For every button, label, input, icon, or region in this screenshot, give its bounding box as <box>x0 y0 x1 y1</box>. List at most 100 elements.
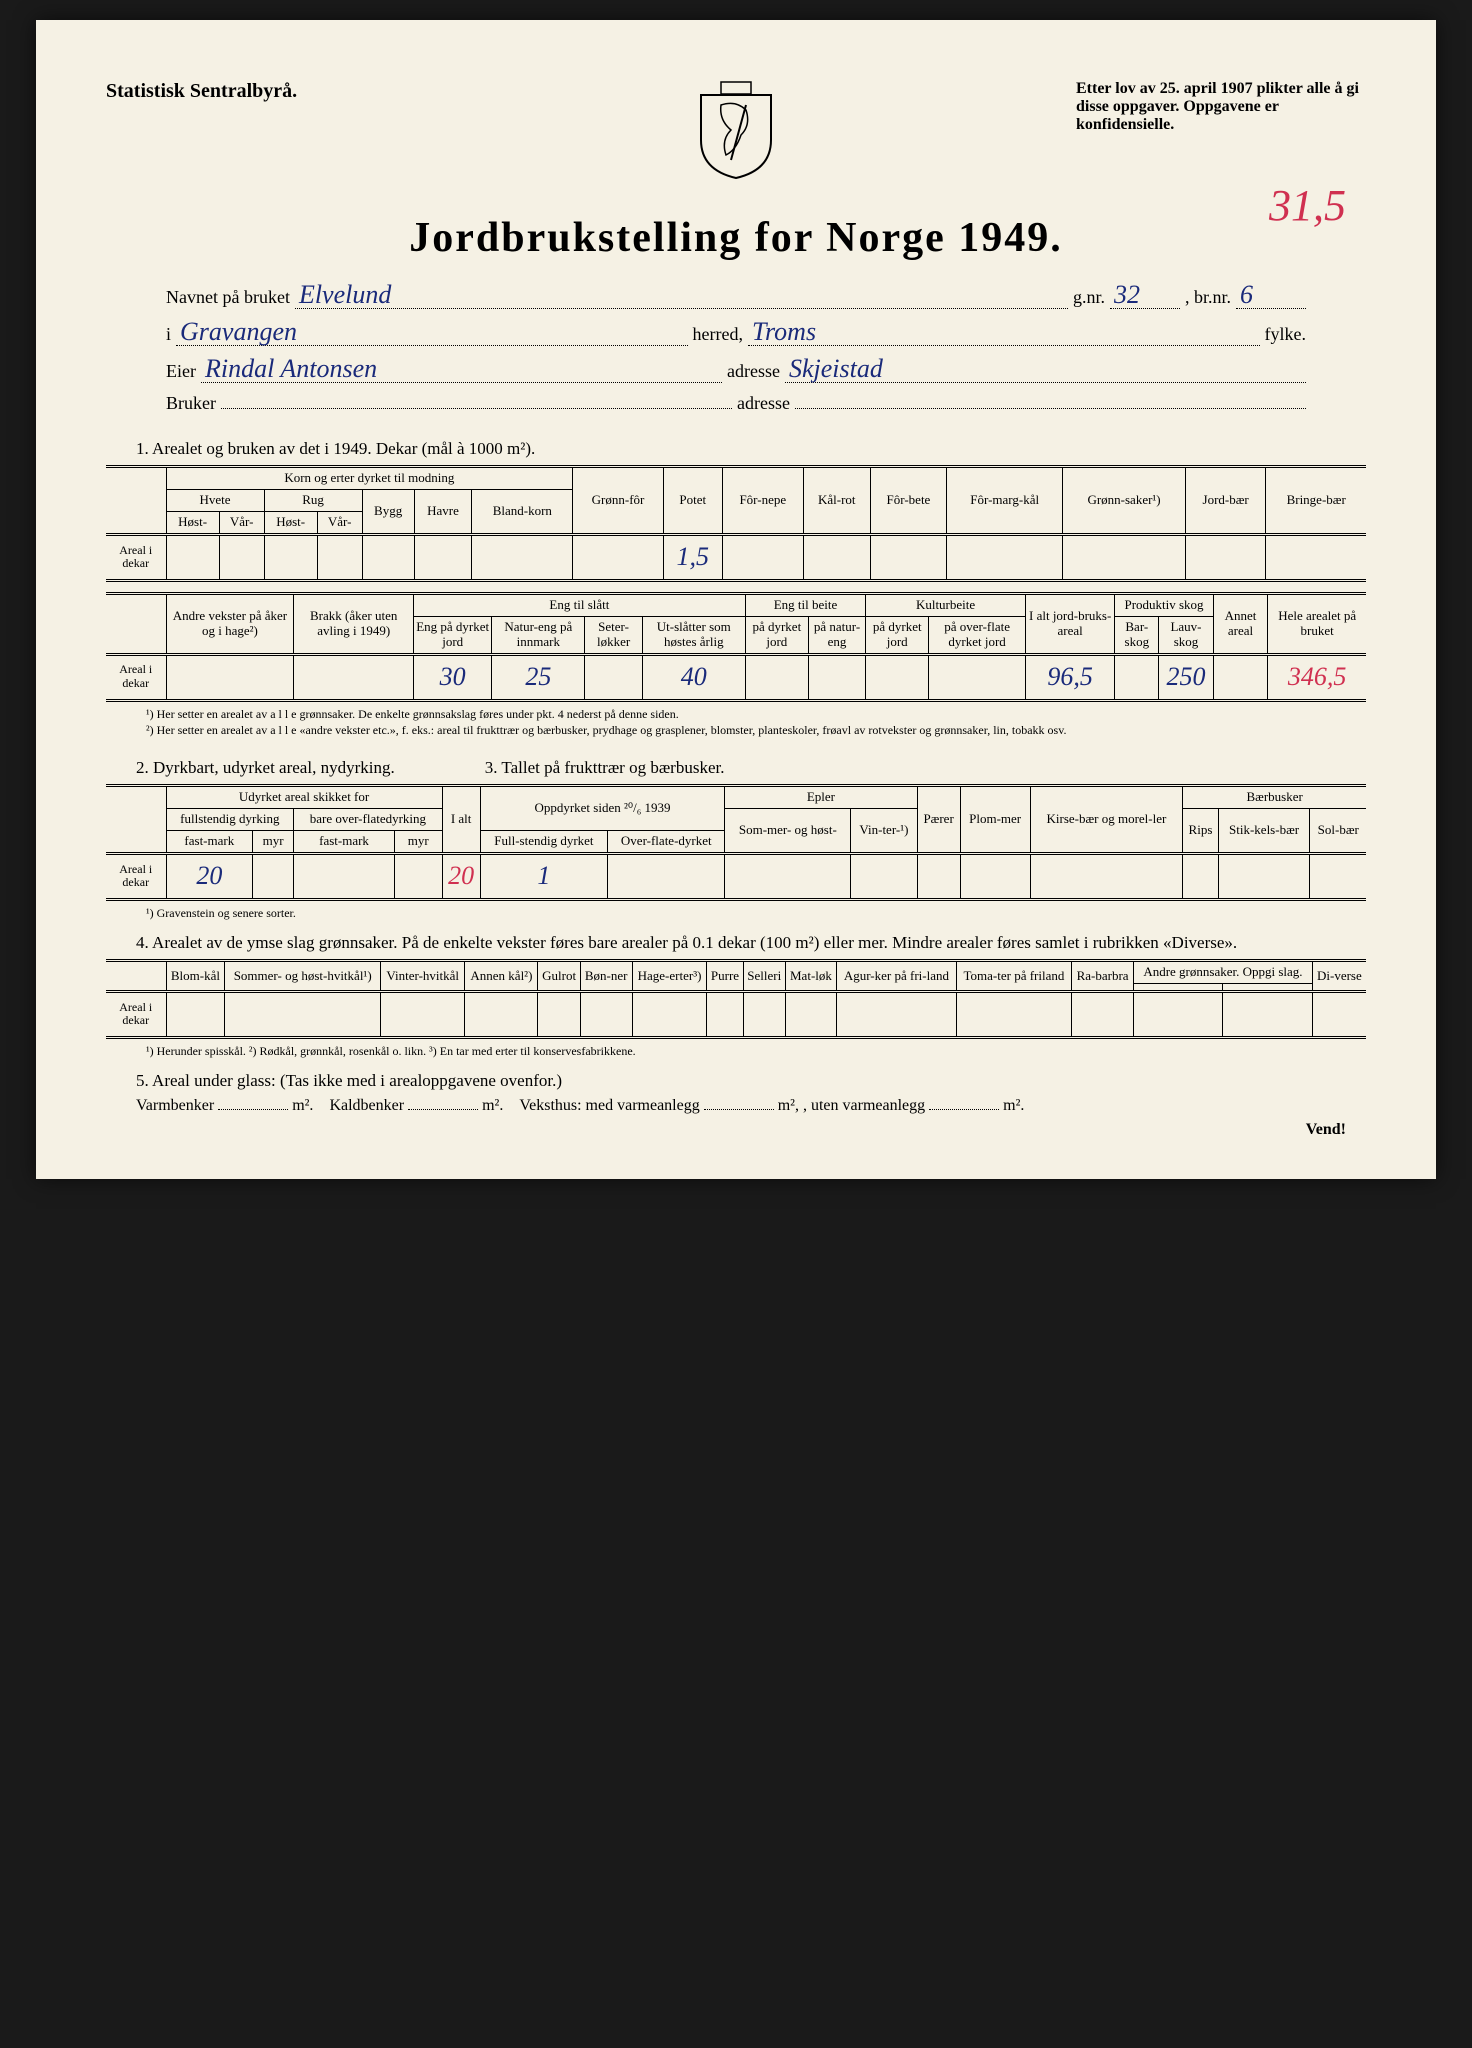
formargkal-col: Fôr-marg-kål <box>947 467 1063 535</box>
fylke-value: Troms <box>748 319 1260 346</box>
kalrot-col: Kål-rot <box>803 467 870 535</box>
i-value: Gravangen <box>176 319 688 346</box>
varmbenker-value <box>218 1109 288 1110</box>
beite-dyrket-col: på dyrket jord <box>745 616 808 654</box>
red-annotation: 31,5 <box>1269 180 1346 231</box>
fylke-label: fylke. <box>1265 324 1306 345</box>
rug-col: Rug <box>264 489 362 511</box>
table4: Blom-kål Sommer- og høst-hvitkål¹) Vinte… <box>106 959 1366 1039</box>
section3-heading: 3. Tallet på frukttrær og bærbusker. <box>485 758 725 778</box>
hvete-col: Hvete <box>166 489 264 511</box>
natureng-val: 25 <box>492 654 585 700</box>
full-fastmark: fast-mark <box>166 830 253 853</box>
hageerter-col: Hage-erter³) <box>632 961 707 992</box>
section5-line: Varmbenker m². Kaldbenker m². Veksthus: … <box>136 1097 1336 1115</box>
bringebaer-col: Bringe-bær <box>1266 467 1366 535</box>
ialt-col: I alt jord-bruks-areal <box>1025 593 1114 654</box>
prodskog-group: Produktiv skog <box>1115 593 1213 616</box>
selleri-col: Selleri <box>743 961 785 992</box>
hele-val: 346,5 <box>1268 654 1366 700</box>
hvete-host: Høst- <box>166 511 219 534</box>
oppdyrket-group: Oppdyrket siden ²⁰/₆ 1939 <box>480 786 725 831</box>
epler-group: Epler <box>725 786 917 809</box>
gnr-value: 32 <box>1110 282 1180 309</box>
brnr-label: , br.nr. <box>1185 287 1231 308</box>
purre-col: Purre <box>707 961 743 992</box>
coat-of-arms-icon <box>691 80 781 180</box>
rug-host: Høst- <box>264 511 317 534</box>
utslatter-col: Ut-slåtter som høstes årlig <box>642 616 745 654</box>
seterlokker-col: Seter-løkker <box>585 616 643 654</box>
paerer-col: Pærer <box>917 786 960 854</box>
rug-var: Vår- <box>317 511 362 534</box>
bruker-adresse-value <box>795 408 1306 409</box>
gnr-label: g.nr. <box>1073 287 1105 308</box>
fullstendig-group: fullstendig dyrking <box>166 808 294 830</box>
gulrot-col: Gulrot <box>538 961 580 992</box>
forbete-col: Fôr-bete <box>870 467 947 535</box>
jordbaer-col: Jord-bær <box>1185 467 1265 535</box>
kultur-dyrket-col: på dyrket jord <box>866 616 929 654</box>
sec1-footnote: ¹) Her setter en arealet av a l l e grøn… <box>146 706 1366 738</box>
veksthus-value <box>704 1109 774 1110</box>
opp-over: Over-flate-dyrket <box>608 830 725 853</box>
opp-full: Full-stendig dyrket <box>480 830 608 853</box>
epler-vinter: Vin-ter-¹) <box>851 808 917 853</box>
veksthus-label: Veksthus: med varmeanlegg <box>519 1097 699 1115</box>
gronnfor-col: Grønn-fôr <box>573 467 664 535</box>
kirsebaer-col: Kirse-bær og morel-ler <box>1030 786 1183 854</box>
bruker-value <box>221 408 732 409</box>
diverse-col: Di-verse <box>1312 961 1366 992</box>
kulturbeite-group: Kulturbeite <box>866 593 1026 616</box>
m2-3: m², <box>778 1097 799 1115</box>
sec2-footnote: ¹) Gravenstein og senere sorter. <box>146 905 1366 921</box>
eng-dyrket-col: Eng på dyrket jord <box>414 616 492 654</box>
full-myr: myr <box>253 830 294 853</box>
over-fastmark: fast-mark <box>294 830 395 853</box>
form-header-fields: Navnet på bruket Elvelund g.nr. 32 , br.… <box>166 282 1306 414</box>
annenkal-col: Annen kål²) <box>465 961 538 992</box>
natureng-col: Natur-eng på innmark <box>492 616 585 654</box>
baerbusker-group: Bærbusker <box>1183 786 1366 809</box>
utslatter-val: 40 <box>642 654 745 700</box>
row-label: Areal i dekar <box>106 654 166 700</box>
ialt-val: 20 <box>442 853 480 899</box>
agency-name: Statistisk Sentralbyrå. <box>106 80 297 103</box>
udyrket-group: Udyrket areal skikket for <box>166 786 442 809</box>
plommer-col: Plom-mer <box>960 786 1030 854</box>
beite-natureng-col: på natur-eng <box>808 616 865 654</box>
bareover-group: bare over-flatedyrking <box>294 808 443 830</box>
fornepe-col: Fôr-nepe <box>722 467 803 535</box>
adresse-value: Skjeistad <box>785 356 1306 383</box>
eng-beite-group: Eng til beite <box>745 593 865 616</box>
table1b: Andre vekster på åker og i hage²) Brakk … <box>106 592 1366 702</box>
navnet-label: Navnet på bruket <box>166 287 290 308</box>
m2-4: m². <box>1003 1097 1024 1115</box>
eng-dyrket-val: 30 <box>414 654 492 700</box>
table23: Udyrket areal skikket for I alt Oppdyrke… <box>106 784 1366 901</box>
page-title: Jordbrukstelling for Norge 1949. <box>106 214 1366 262</box>
row-label: Areal i dekar <box>106 991 166 1037</box>
vend-label: Vend! <box>106 1121 1346 1139</box>
row-label: Areal i dekar <box>106 534 166 580</box>
stikkels-col: Stik-kels-bær <box>1218 808 1310 853</box>
over-myr: myr <box>394 830 442 853</box>
adresse-label: adresse <box>727 361 780 382</box>
gronnsaker-col: Grønn-saker¹) <box>1063 467 1186 535</box>
rips-col: Rips <box>1183 808 1218 853</box>
m2-1: m². <box>292 1097 313 1115</box>
eier-label: Eier <box>166 361 196 382</box>
fastmark-val: 20 <box>166 853 253 899</box>
herred-label: herred, <box>693 324 743 345</box>
tomater-col: Toma-ter på friland <box>956 961 1071 992</box>
section2-heading: 2. Dyrkbart, udyrket areal, nydyrking. <box>136 758 395 778</box>
blomkal-col: Blom-kål <box>166 961 225 992</box>
andre-col: Andre vekster på åker og i hage²) <box>166 593 294 654</box>
matlok-col: Mat-løk <box>785 961 836 992</box>
uten-value <box>929 1109 999 1110</box>
hele-col: Hele arealet på bruket <box>1268 593 1366 654</box>
kaldbenker-label: Kaldbenker <box>329 1097 404 1115</box>
annet-col: Annet areal <box>1213 593 1268 654</box>
section4-heading: 4. Arealet av de ymse slag grønnsaker. P… <box>136 933 1366 953</box>
legal-notice: Etter lov av 25. april 1907 plikter alle… <box>1076 80 1366 134</box>
